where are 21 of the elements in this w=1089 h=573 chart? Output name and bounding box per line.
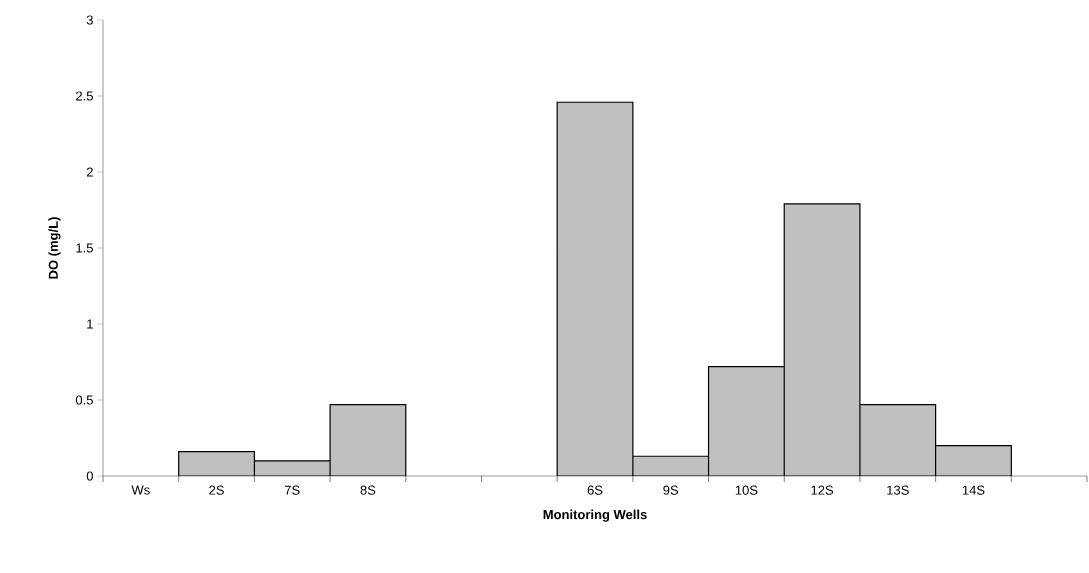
bar bbox=[329, 403, 407, 476]
x-tick-label: 12S bbox=[811, 485, 834, 495]
y-tick-label: 2.5 bbox=[76, 91, 93, 101]
y-tick-label: 3 bbox=[86, 15, 93, 25]
x-tick-label: 13S bbox=[887, 485, 909, 495]
x-tick-label: 2S bbox=[209, 485, 224, 495]
x-tick-label: 10S bbox=[735, 485, 758, 495]
x-tick-label: Ws bbox=[131, 485, 150, 495]
y-tick-label: 0.5 bbox=[75, 395, 93, 405]
y-tick-label: 1.5 bbox=[76, 243, 93, 253]
y-tick-label: 1 bbox=[87, 319, 93, 329]
y-tick-label: 2 bbox=[86, 167, 93, 177]
y-tick-label: 0 bbox=[86, 471, 93, 481]
x-tick-label: 7S bbox=[284, 485, 300, 495]
x-tick-label: 9S bbox=[663, 485, 679, 495]
x-axis-title: Monitoring Wells bbox=[543, 509, 647, 522]
bar bbox=[556, 101, 634, 476]
x-tick-label: 14S bbox=[962, 485, 985, 495]
y-axis-title: DO (mg/L) bbox=[48, 217, 61, 279]
x-tick-label: 8S bbox=[360, 485, 376, 495]
x-tick-label: 6S bbox=[587, 485, 603, 495]
